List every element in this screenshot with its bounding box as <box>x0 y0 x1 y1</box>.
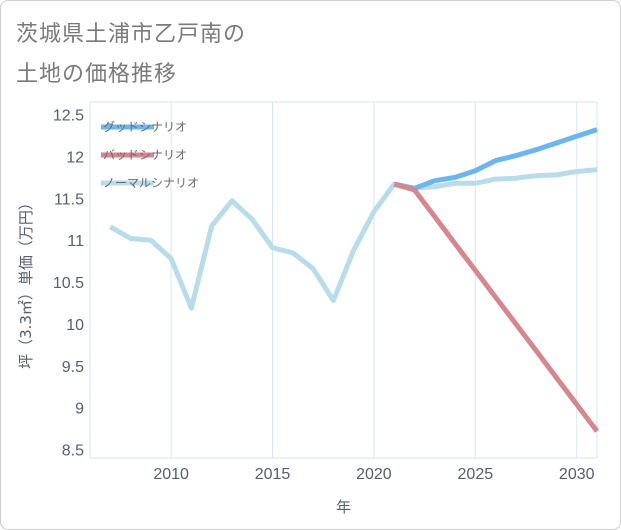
y-tick-label: 11.5 <box>54 191 84 208</box>
axis-ticks: 2010 2015 2020 2025 2030 8.5 9 9.5 10 10.5 11 11.5 1… <box>53 108 595 483</box>
x-tick-label: 2030 <box>559 466 595 483</box>
x-tick-label: 2020 <box>356 466 392 483</box>
plot-area-border <box>89 101 598 459</box>
grid-lines <box>89 101 598 459</box>
y-tick-label: 9.5 <box>62 359 84 376</box>
y-tick-label: 10 <box>66 317 84 334</box>
x-tick-label: 2025 <box>458 466 494 483</box>
x-tick-label: 2015 <box>255 466 291 483</box>
y-tick-label: 10.5 <box>53 275 84 292</box>
y-axis-label: 坪（3.3㎡）単価（万円） <box>17 195 35 369</box>
y-tick-label: 9 <box>75 401 84 418</box>
y-tick-label: 12.5 <box>53 108 84 125</box>
legend-label-normal: ノーマルシナリオ <box>103 176 199 190</box>
legend-label-good: グッドシナリオ <box>103 120 187 134</box>
chart-title-line-1: 茨城県土浦市乙戸南の <box>16 22 247 47</box>
y-tick-label: 8.5 <box>62 443 84 460</box>
series-line-bad <box>393 181 599 433</box>
x-axis-label: 年 <box>336 498 351 516</box>
series-line-normal <box>109 167 598 311</box>
series-line-good <box>393 127 598 191</box>
legend-label-bad: バッドシナリオ <box>103 148 187 162</box>
y-tick-label: 12 <box>66 149 84 166</box>
chart-title-line-2: 土地の価格推移 <box>16 62 178 87</box>
series-lines <box>109 127 599 433</box>
y-tick-label: 11 <box>67 233 84 250</box>
x-tick-label: 2010 <box>153 466 189 483</box>
